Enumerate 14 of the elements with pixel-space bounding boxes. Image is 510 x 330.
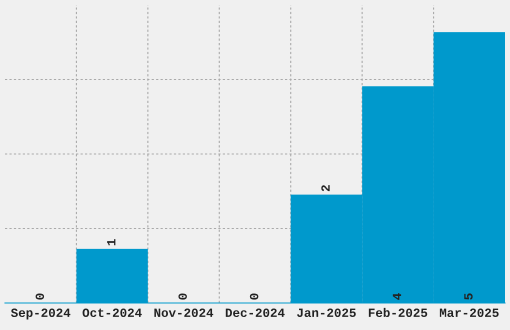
x-tick-label: Nov-2024 xyxy=(154,308,214,318)
data-label: 4 xyxy=(392,293,402,300)
data-label: 2 xyxy=(321,185,330,192)
x-tick-label: Sep-2024 xyxy=(10,308,70,320)
data-label: 0 xyxy=(36,294,44,300)
x-tick-label: Oct-2024 xyxy=(82,308,142,318)
x-tick-label: Jan-2025 xyxy=(297,308,356,318)
x-tick-label: Feb-2025 xyxy=(368,308,428,318)
x-tick-label: Dec-2024 xyxy=(226,308,285,318)
data-label: 1 xyxy=(107,239,116,246)
data-label: 0 xyxy=(250,294,258,300)
x-tick-label: Mar-2025 xyxy=(440,308,499,318)
data-label: 5 xyxy=(464,293,473,300)
data-label: 0 xyxy=(178,294,187,300)
